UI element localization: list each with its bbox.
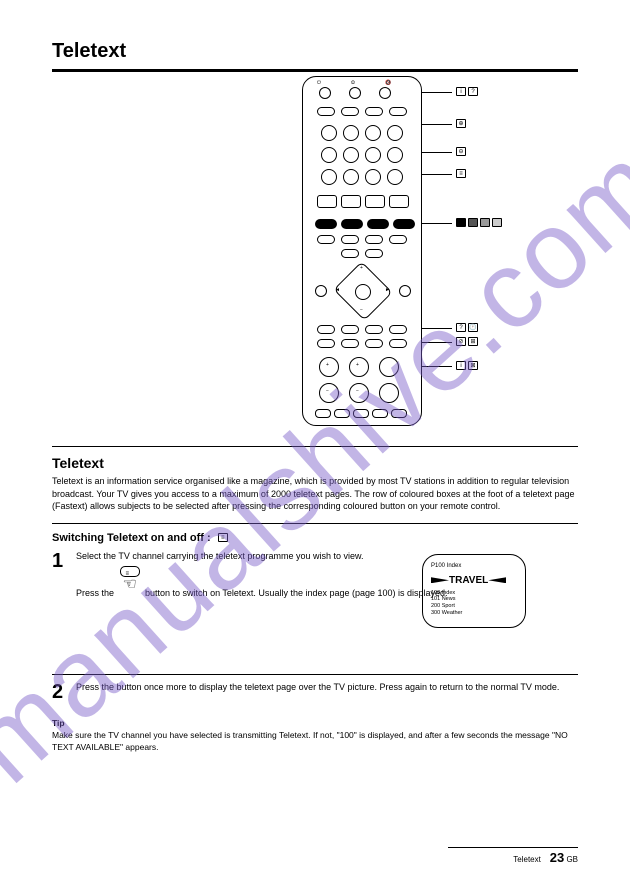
num-ext1 — [365, 169, 381, 185]
row-dp-4 — [389, 325, 407, 334]
teletext-button-icon: ≡ ☜ — [117, 566, 143, 596]
label-expand: ⊕ — [456, 119, 466, 128]
ch-dn — [349, 383, 369, 403]
teletext-heading: Teletext — [52, 455, 578, 471]
tv-body: 100 Index101 News200 Sport300 Weather — [431, 590, 517, 616]
num-6 — [343, 147, 359, 163]
num-5 — [321, 147, 337, 163]
page-title: Teletext — [52, 40, 578, 63]
footer: Teletext 23 GB — [448, 847, 578, 865]
step-1-num: 1 — [52, 550, 68, 573]
rect-btn-3 — [365, 195, 385, 208]
vcr-stop — [372, 409, 388, 418]
pill-btn-1 — [317, 107, 335, 116]
step-2: 2 Press the button once more to display … — [52, 681, 578, 704]
label-fastext — [456, 218, 502, 227]
tip-area: Tip Make sure the TV channel you have se… — [52, 718, 578, 754]
tv-header: P100 Index — [431, 563, 517, 569]
remote-body: ⏻ ⏼ 🔇 — [302, 76, 422, 426]
num-1 — [321, 125, 337, 141]
vol-dn — [319, 383, 339, 403]
pill-btn-4 — [389, 107, 407, 116]
pill-btn-3 — [365, 107, 383, 116]
fastext-yellow — [367, 219, 389, 229]
dpad: + − ◄ ► — [333, 267, 393, 317]
extra-dn — [379, 383, 399, 403]
vcr-play — [334, 409, 350, 418]
opt-btn-2 — [341, 235, 359, 244]
label-reveal-clock: ?🕐 — [456, 323, 478, 332]
pill-btn-2 — [341, 107, 359, 116]
footer-text: Teletext — [513, 855, 541, 864]
footer-chapter: GB — [566, 855, 578, 864]
opt-btn-3 — [365, 235, 383, 244]
section-rule-1 — [52, 446, 578, 447]
vol-up — [319, 357, 339, 377]
fastext-green — [341, 219, 363, 229]
label-subpage-size: ⊘⊞ — [456, 337, 478, 346]
extra-up — [379, 357, 399, 377]
rect-btn-2 — [341, 195, 361, 208]
num-ext2 — [387, 169, 403, 185]
row-dp-8 — [389, 339, 407, 348]
row-dp-3 — [365, 325, 383, 334]
num-2 — [343, 125, 359, 141]
num-7 — [365, 147, 381, 163]
num-0 — [343, 169, 359, 185]
tv-screen: P100 Index TRAVEL 100 Index101 News200 S… — [422, 554, 526, 628]
power-button — [319, 87, 331, 99]
num-8 — [387, 147, 403, 163]
num-9 — [321, 169, 337, 185]
label-hold: ⊖ — [456, 147, 466, 156]
fastext-blue — [393, 219, 415, 229]
row-dp-5 — [317, 339, 335, 348]
row-dp-7 — [365, 339, 383, 348]
row-dp-1 — [317, 325, 335, 334]
opt2-btn-1 — [341, 249, 359, 258]
tip-text: Make sure the TV channel you have select… — [52, 730, 568, 752]
label-teletext: ≡ — [456, 169, 466, 178]
footer-pagenum: 23 — [550, 850, 564, 865]
opt-btn-1 — [317, 235, 335, 244]
tv-button — [349, 87, 361, 99]
vcr-rec — [391, 409, 407, 418]
step-2-num: 2 — [52, 681, 68, 704]
title-rule — [52, 69, 578, 72]
opt-btn-4 — [389, 235, 407, 244]
label-index-cancel: i⊠ — [456, 361, 478, 370]
switch-heading: Switching Teletext on and off : ≡ — [52, 532, 578, 544]
opt2-btn-2 — [365, 249, 383, 258]
side-btn-l — [315, 285, 327, 297]
remote-illustration: ⏻ ⏼ 🔇 — [52, 76, 578, 436]
row-dp-6 — [341, 339, 359, 348]
tip-title: Tip — [52, 718, 65, 728]
travel-banner: TRAVEL — [431, 575, 517, 586]
vcr-rew — [315, 409, 331, 418]
rect-btn-4 — [389, 195, 409, 208]
num-3 — [365, 125, 381, 141]
row-dp-2 — [341, 325, 359, 334]
section-rule-3 — [52, 674, 578, 675]
teletext-intro: Teletext is an information service organ… — [52, 475, 578, 513]
ch-up — [349, 357, 369, 377]
step-2-content: Press the button once more to display th… — [76, 681, 578, 694]
vcr-ff — [353, 409, 369, 418]
page: manualshive.com Teletext ⏻ ⏼ 🔇 — [0, 0, 630, 893]
fastext-red — [315, 219, 337, 229]
rect-btn-1 — [317, 195, 337, 208]
mute-button — [379, 87, 391, 99]
section-rule-2 — [52, 523, 578, 524]
side-btn-r — [399, 285, 411, 297]
num-4 — [387, 125, 403, 141]
label-info-hold: i? — [456, 87, 478, 96]
